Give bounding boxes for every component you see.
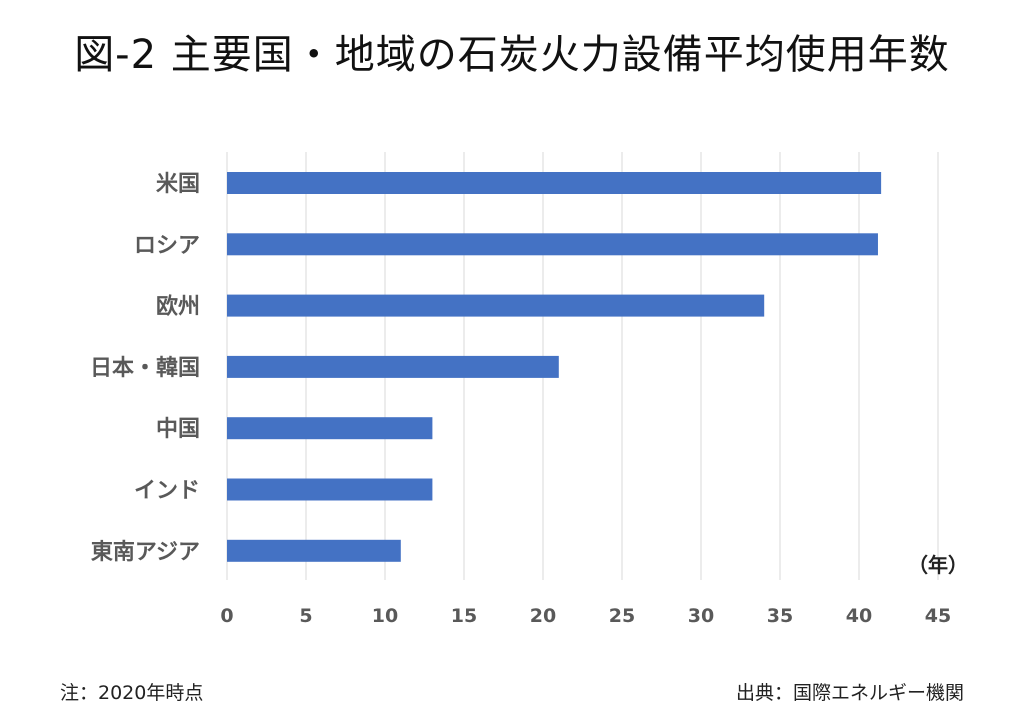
chart-title: 図-2 主要国・地域の石炭火力設備平均使用年数 xyxy=(74,32,950,78)
x-tick-label: 25 xyxy=(609,605,635,627)
category-label: 日本・韓国 xyxy=(90,355,200,381)
source-note: 出典：国際エネルギー機関 xyxy=(735,682,964,704)
bars xyxy=(227,172,882,562)
x-tick-label: 10 xyxy=(372,605,398,627)
x-tick-label: 45 xyxy=(925,605,951,627)
bar xyxy=(227,294,765,317)
category-label: 東南アジア xyxy=(91,540,200,565)
x-tick-label: 30 xyxy=(688,605,714,627)
x-axis-unit-label: （年） xyxy=(908,553,968,577)
x-tick-label: 35 xyxy=(767,605,793,627)
x-tick-label: 40 xyxy=(846,605,872,627)
bar xyxy=(227,355,559,378)
bar xyxy=(227,172,882,194)
x-tick-label: 0 xyxy=(220,605,233,627)
x-tick-label: 15 xyxy=(451,605,477,627)
bar xyxy=(227,417,433,440)
bar xyxy=(227,478,433,501)
category-label: インド xyxy=(134,479,200,504)
category-label: 中国 xyxy=(156,417,200,442)
footnote: 注：2020年時点 xyxy=(60,682,204,704)
bar xyxy=(227,233,878,256)
category-label: 米国 xyxy=(156,172,200,197)
category-label: 欧州 xyxy=(156,294,200,320)
category-label: ロシア xyxy=(134,233,200,258)
x-tick-label: 5 xyxy=(299,605,312,627)
x-tick-labels: 0 5 10 15 20 25 30 35 40 45 xyxy=(220,605,951,627)
bar xyxy=(227,539,401,562)
x-tick-label: 20 xyxy=(530,605,556,627)
